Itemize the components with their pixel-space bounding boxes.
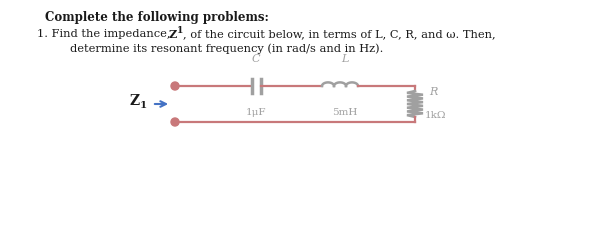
Text: 1. Find the impedance,: 1. Find the impedance, [37, 29, 174, 39]
Text: 1kΩ: 1kΩ [425, 112, 447, 120]
Circle shape [171, 118, 179, 126]
Text: , of the circuit below, in terms of L, C, R, and ω. Then,: , of the circuit below, in terms of L, C… [183, 29, 496, 39]
Text: 1: 1 [140, 101, 148, 109]
Text: determine its resonant frequency (in rad/s and in Hz).: determine its resonant frequency (in rad… [70, 43, 384, 54]
Text: R: R [429, 87, 438, 97]
Text: Z: Z [130, 94, 140, 108]
Text: 1: 1 [177, 26, 183, 35]
Text: 5mH: 5mH [332, 108, 358, 117]
Text: C: C [252, 54, 260, 64]
Text: 1μF: 1μF [246, 108, 266, 117]
Text: Complete the following problems:: Complete the following problems: [45, 11, 269, 24]
Text: Z: Z [169, 29, 177, 40]
Circle shape [171, 82, 179, 90]
Text: L: L [341, 54, 348, 64]
